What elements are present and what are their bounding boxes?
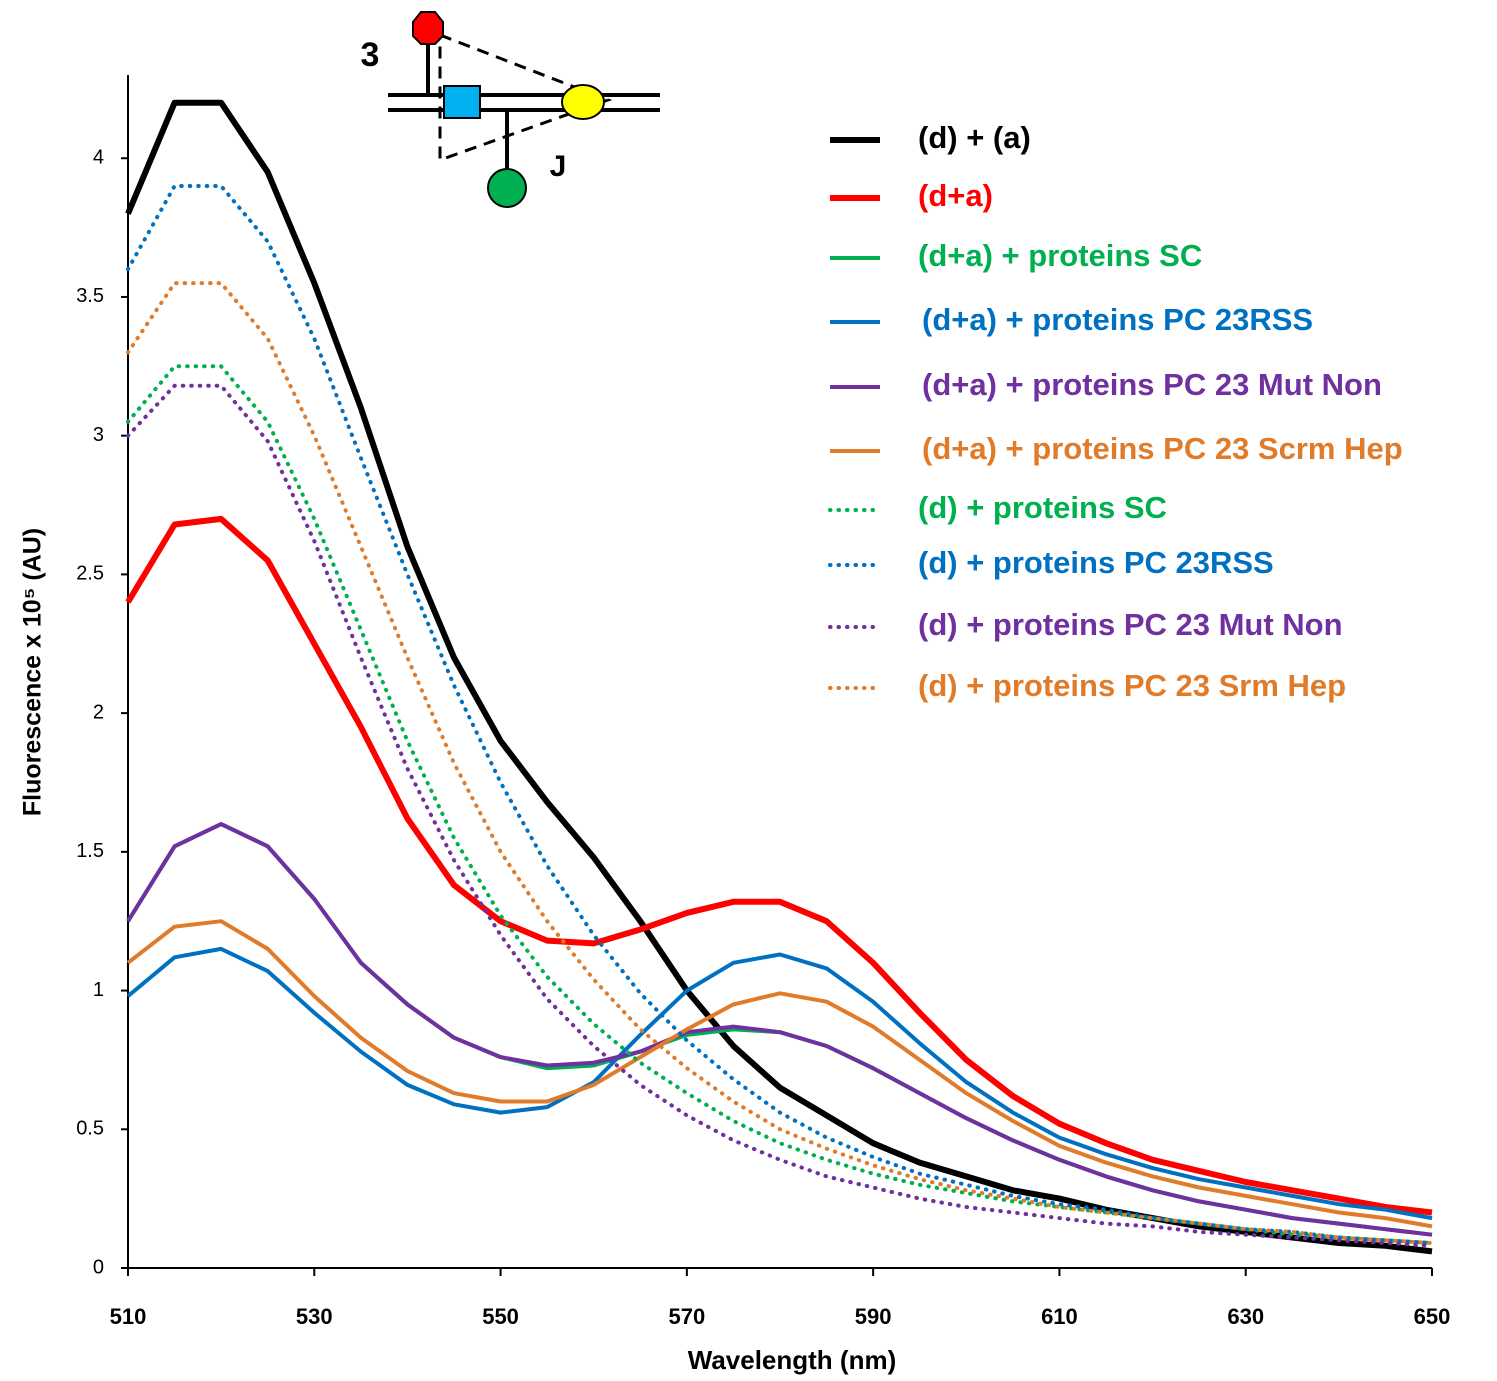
- legend-label: (d) + proteins PC 23 Srm Hep: [918, 668, 1346, 703]
- y-tick-label: 4: [93, 147, 104, 169]
- x-tick-label: 590: [855, 1304, 892, 1329]
- legend-label: (d) + (a): [918, 120, 1031, 155]
- inset-diagram: 3 J: [361, 11, 660, 208]
- y-tick-label: 0: [93, 1256, 104, 1278]
- series-line: [126, 184, 1434, 1245]
- x-axis-title: Wavelength (nm): [688, 1345, 896, 1375]
- legend-label: (d+a) + proteins SC: [918, 238, 1202, 273]
- legend-label: (d+a): [918, 178, 993, 213]
- y-tick-label: 3.5: [76, 285, 104, 307]
- dashed-triangle: [438, 33, 613, 163]
- legend-label: (d+a) + proteins PC 23 Scrm Hep: [922, 431, 1403, 466]
- x-tick-label: 610: [1041, 1304, 1078, 1329]
- y-tick-label: 2.5: [76, 563, 104, 585]
- series-line: [125, 99, 1433, 1255]
- green-circle: [487, 168, 527, 208]
- y-tick-label: 2: [93, 701, 104, 723]
- series-line: [126, 946, 1433, 1221]
- x-tick-label: 530: [296, 1304, 333, 1329]
- annotation: J: [550, 150, 567, 183]
- legend-label: (d) + proteins SC: [918, 490, 1167, 525]
- series-line: [126, 822, 1433, 1237]
- series-line: [126, 281, 1434, 1245]
- blue-square: [443, 85, 481, 119]
- x-tick-label: 630: [1227, 1304, 1264, 1329]
- annotation: 3: [361, 36, 380, 74]
- yellow-ellipse: [561, 84, 605, 120]
- legend-label: (d+a) + proteins PC 23 Mut Non: [922, 367, 1382, 402]
- y-axis-title: Fluorescence x 10⁵ (AU): [19, 528, 47, 816]
- x-tick-label: 650: [1414, 1304, 1451, 1329]
- y-tick-label: 3: [93, 424, 104, 446]
- y-tick-label: 1: [93, 979, 104, 1001]
- y-tick-label: 0.5: [76, 1118, 104, 1140]
- legend-label: (d+a) + proteins PC 23RSS: [922, 302, 1313, 337]
- y-tick-label: 1.5: [76, 840, 104, 862]
- red-octagon: [412, 11, 444, 45]
- legend-label: (d) + proteins PC 23RSS: [918, 545, 1274, 580]
- series-line: [126, 383, 1434, 1248]
- x-tick-label: 510: [110, 1304, 147, 1329]
- legend-label: (d) + proteins PC 23 Mut Non: [918, 607, 1343, 642]
- x-tick-label: 570: [668, 1304, 705, 1329]
- x-tick-label: 550: [482, 1304, 519, 1329]
- series-line: [126, 919, 1433, 1229]
- series-line: [126, 822, 1433, 1237]
- series-line: [125, 515, 1433, 1216]
